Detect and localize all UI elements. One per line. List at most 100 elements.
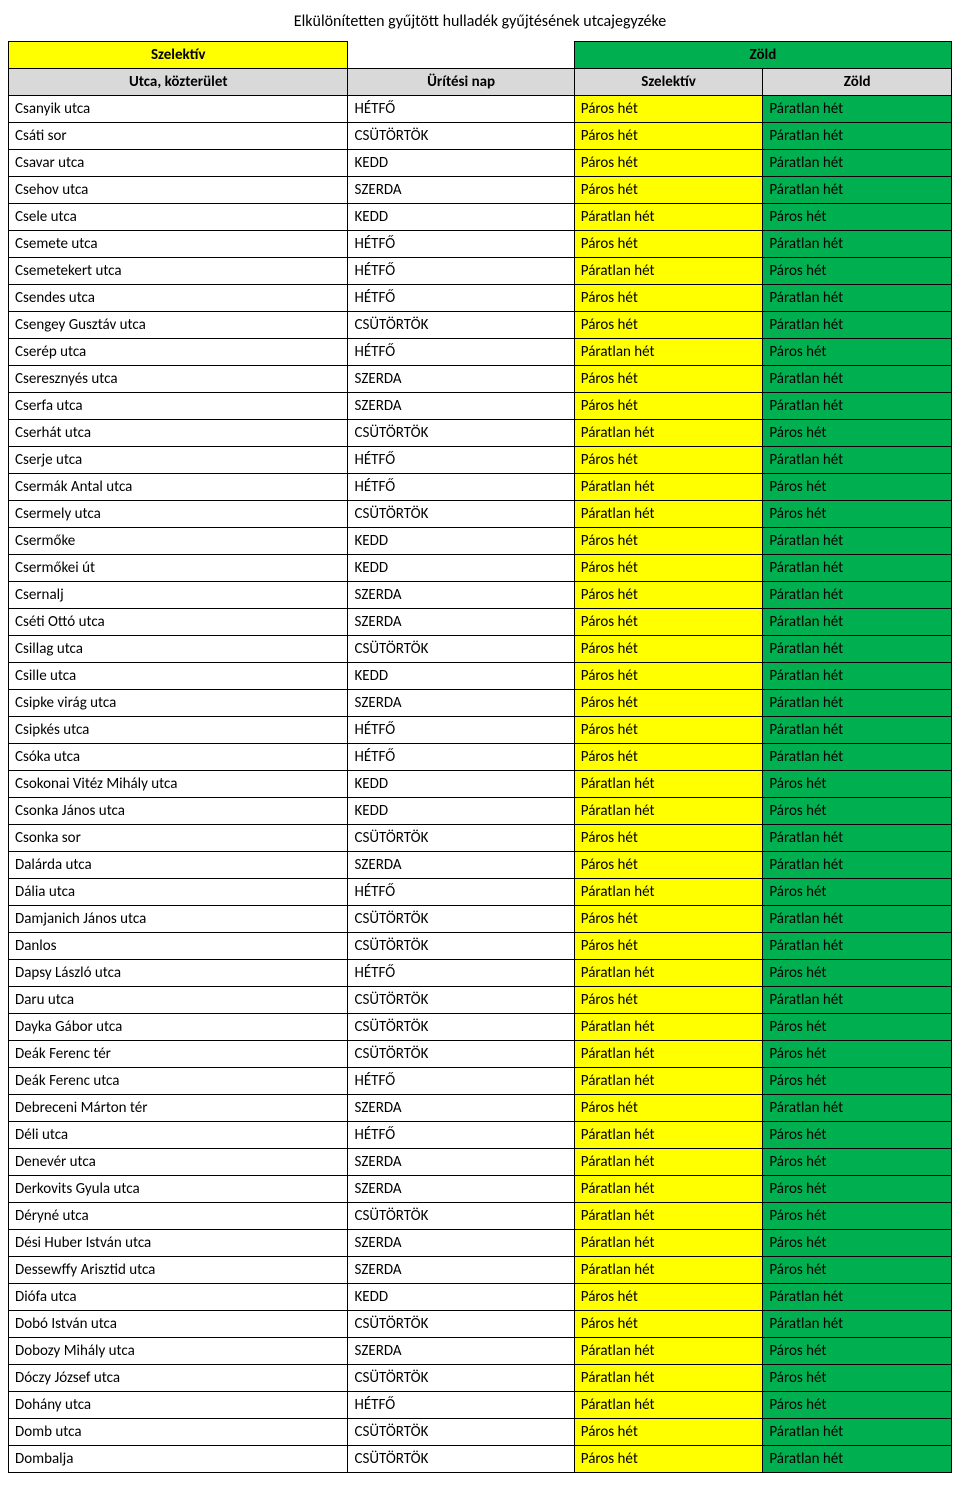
table-row: CsernaljSZERDAPáros hétPáratlan hét (9, 582, 952, 609)
cell-szelektiv: Páros hét (574, 1284, 763, 1311)
cell-nap: HÉTFŐ (348, 339, 574, 366)
cell-nap: CSÜTÖRTÖK (348, 825, 574, 852)
table-row: Csavar utcaKEDDPáros hétPáratlan hét (9, 150, 952, 177)
cell-utca: Csehov utca (9, 177, 348, 204)
cell-zold: Páratlan hét (763, 285, 952, 312)
cell-utca: Déryné utca (9, 1203, 348, 1230)
cell-zold: Páros hét (763, 339, 952, 366)
header-zold: Zöld (763, 69, 952, 96)
cell-utca: Csokonai Vitéz Mihály utca (9, 771, 348, 798)
table-row: Diófa utcaKEDDPáros hétPáratlan hét (9, 1284, 952, 1311)
table-row: Dessewffy Arisztid utcaSZERDAPáratlan hé… (9, 1257, 952, 1284)
cell-szelektiv: Páros hét (574, 609, 763, 636)
table-row: Dobozy Mihály utcaSZERDAPáratlan hétPáro… (9, 1338, 952, 1365)
table-row: Domb utcaCSÜTÖRTÖKPáros hétPáratlan hét (9, 1419, 952, 1446)
cell-szelektiv: Páratlan hét (574, 1014, 763, 1041)
cell-utca: Danlos (9, 933, 348, 960)
cell-nap: SZERDA (348, 1257, 574, 1284)
table-row: Csipke virág utcaSZERDAPáros hétPáratlan… (9, 690, 952, 717)
table-row: CsermőkeKEDDPáros hétPáratlan hét (9, 528, 952, 555)
cell-utca: Dayka Gábor utca (9, 1014, 348, 1041)
cell-nap: HÉTFŐ (348, 960, 574, 987)
cell-nap: CSÜTÖRTÖK (348, 1041, 574, 1068)
cell-zold: Páros hét (763, 1203, 952, 1230)
cell-zold: Páratlan hét (763, 717, 952, 744)
table-row: Csáti sorCSÜTÖRTÖKPáros hétPáratlan hét (9, 123, 952, 150)
cell-utca: Csele utca (9, 204, 348, 231)
cell-zold: Páratlan hét (763, 1419, 952, 1446)
cell-zold: Páros hét (763, 1230, 952, 1257)
cell-szelektiv: Páratlan hét (574, 420, 763, 447)
cell-utca: Cseresznyés utca (9, 366, 348, 393)
cell-zold: Páratlan hét (763, 852, 952, 879)
cell-nap: SZERDA (348, 1230, 574, 1257)
cell-nap: KEDD (348, 771, 574, 798)
cell-szelektiv: Páratlan hét (574, 1068, 763, 1095)
cell-utca: Dália utca (9, 879, 348, 906)
cell-utca: Csermőke (9, 528, 348, 555)
cell-utca: Cserje utca (9, 447, 348, 474)
cell-nap: CSÜTÖRTÖK (348, 1365, 574, 1392)
table-row: Debreceni Márton térSZERDAPáros hétPárat… (9, 1095, 952, 1122)
table-row: DanlosCSÜTÖRTÖKPáros hétPáratlan hét (9, 933, 952, 960)
cell-szelektiv: Páros hét (574, 555, 763, 582)
cell-nap: SZERDA (348, 1338, 574, 1365)
cell-zold: Páratlan hét (763, 825, 952, 852)
cell-nap: CSÜTÖRTÖK (348, 1311, 574, 1338)
cell-utca: Csipkés utca (9, 717, 348, 744)
cell-utca: Déli utca (9, 1122, 348, 1149)
cell-zold: Páratlan hét (763, 555, 952, 582)
cell-szelektiv: Páratlan hét (574, 1392, 763, 1419)
cell-nap: SZERDA (348, 366, 574, 393)
cell-zold: Páratlan hét (763, 96, 952, 123)
cell-utca: Csendes utca (9, 285, 348, 312)
cell-szelektiv: Páratlan hét (574, 879, 763, 906)
cell-utca: Dapsy László utca (9, 960, 348, 987)
cell-zold: Páros hét (763, 204, 952, 231)
cell-szelektiv: Páros hét (574, 366, 763, 393)
cell-utca: Cserép utca (9, 339, 348, 366)
cell-zold: Páratlan hét (763, 123, 952, 150)
cell-nap: CSÜTÖRTÖK (348, 933, 574, 960)
cell-szelektiv: Páros hét (574, 933, 763, 960)
table-row: Déryné utcaCSÜTÖRTÖKPáratlan hétPáros hé… (9, 1203, 952, 1230)
cell-utca: Dobozy Mihály utca (9, 1338, 348, 1365)
cell-utca: Domb utca (9, 1419, 348, 1446)
cell-szelektiv: Páros hét (574, 447, 763, 474)
cell-utca: Dombalja (9, 1446, 348, 1473)
table-row: Cserhát utcaCSÜTÖRTÖKPáratlan hétPáros h… (9, 420, 952, 447)
cell-zold: Páratlan hét (763, 366, 952, 393)
cell-utca: Dési Huber István utca (9, 1230, 348, 1257)
cell-szelektiv: Páratlan hét (574, 1257, 763, 1284)
cell-nap: SZERDA (348, 177, 574, 204)
table-row: Cséti Ottó utcaSZERDAPáros hétPáratlan h… (9, 609, 952, 636)
cell-nap: KEDD (348, 528, 574, 555)
cell-utca: Csermely utca (9, 501, 348, 528)
cell-szelektiv: Páratlan hét (574, 258, 763, 285)
cell-nap: HÉTFŐ (348, 717, 574, 744)
cell-zold: Páros hét (763, 1392, 952, 1419)
table-row: Deák Ferenc térCSÜTÖRTÖKPáratlan hétPáro… (9, 1041, 952, 1068)
table-row: Cserfa utcaSZERDAPáros hétPáratlan hét (9, 393, 952, 420)
cell-zold: Páratlan hét (763, 582, 952, 609)
cell-szelektiv: Páratlan hét (574, 798, 763, 825)
cell-utca: Csemetekert utca (9, 258, 348, 285)
table-row: Csonka János utcaKEDDPáratlan hétPáros h… (9, 798, 952, 825)
cell-szelektiv: Páros hét (574, 123, 763, 150)
cell-nap: HÉTFŐ (348, 447, 574, 474)
table-row: Csengey Gusztáv utcaCSÜTÖRTÖKPáros hétPá… (9, 312, 952, 339)
cell-nap: KEDD (348, 663, 574, 690)
cell-szelektiv: Páros hét (574, 663, 763, 690)
cell-zold: Páros hét (763, 1122, 952, 1149)
cell-zold: Páros hét (763, 1068, 952, 1095)
cell-utca: Dóczy József utca (9, 1365, 348, 1392)
cell-zold: Páros hét (763, 1014, 952, 1041)
cell-zold: Páros hét (763, 1365, 952, 1392)
cell-utca: Csáti sor (9, 123, 348, 150)
legend-zold: Zöld (574, 42, 951, 69)
cell-szelektiv: Páratlan hét (574, 1149, 763, 1176)
cell-zold: Páratlan hét (763, 987, 952, 1014)
table-row: Dália utcaHÉTFŐPáratlan hétPáros hét (9, 879, 952, 906)
cell-nap: HÉTFŐ (348, 285, 574, 312)
cell-szelektiv: Páros hét (574, 636, 763, 663)
